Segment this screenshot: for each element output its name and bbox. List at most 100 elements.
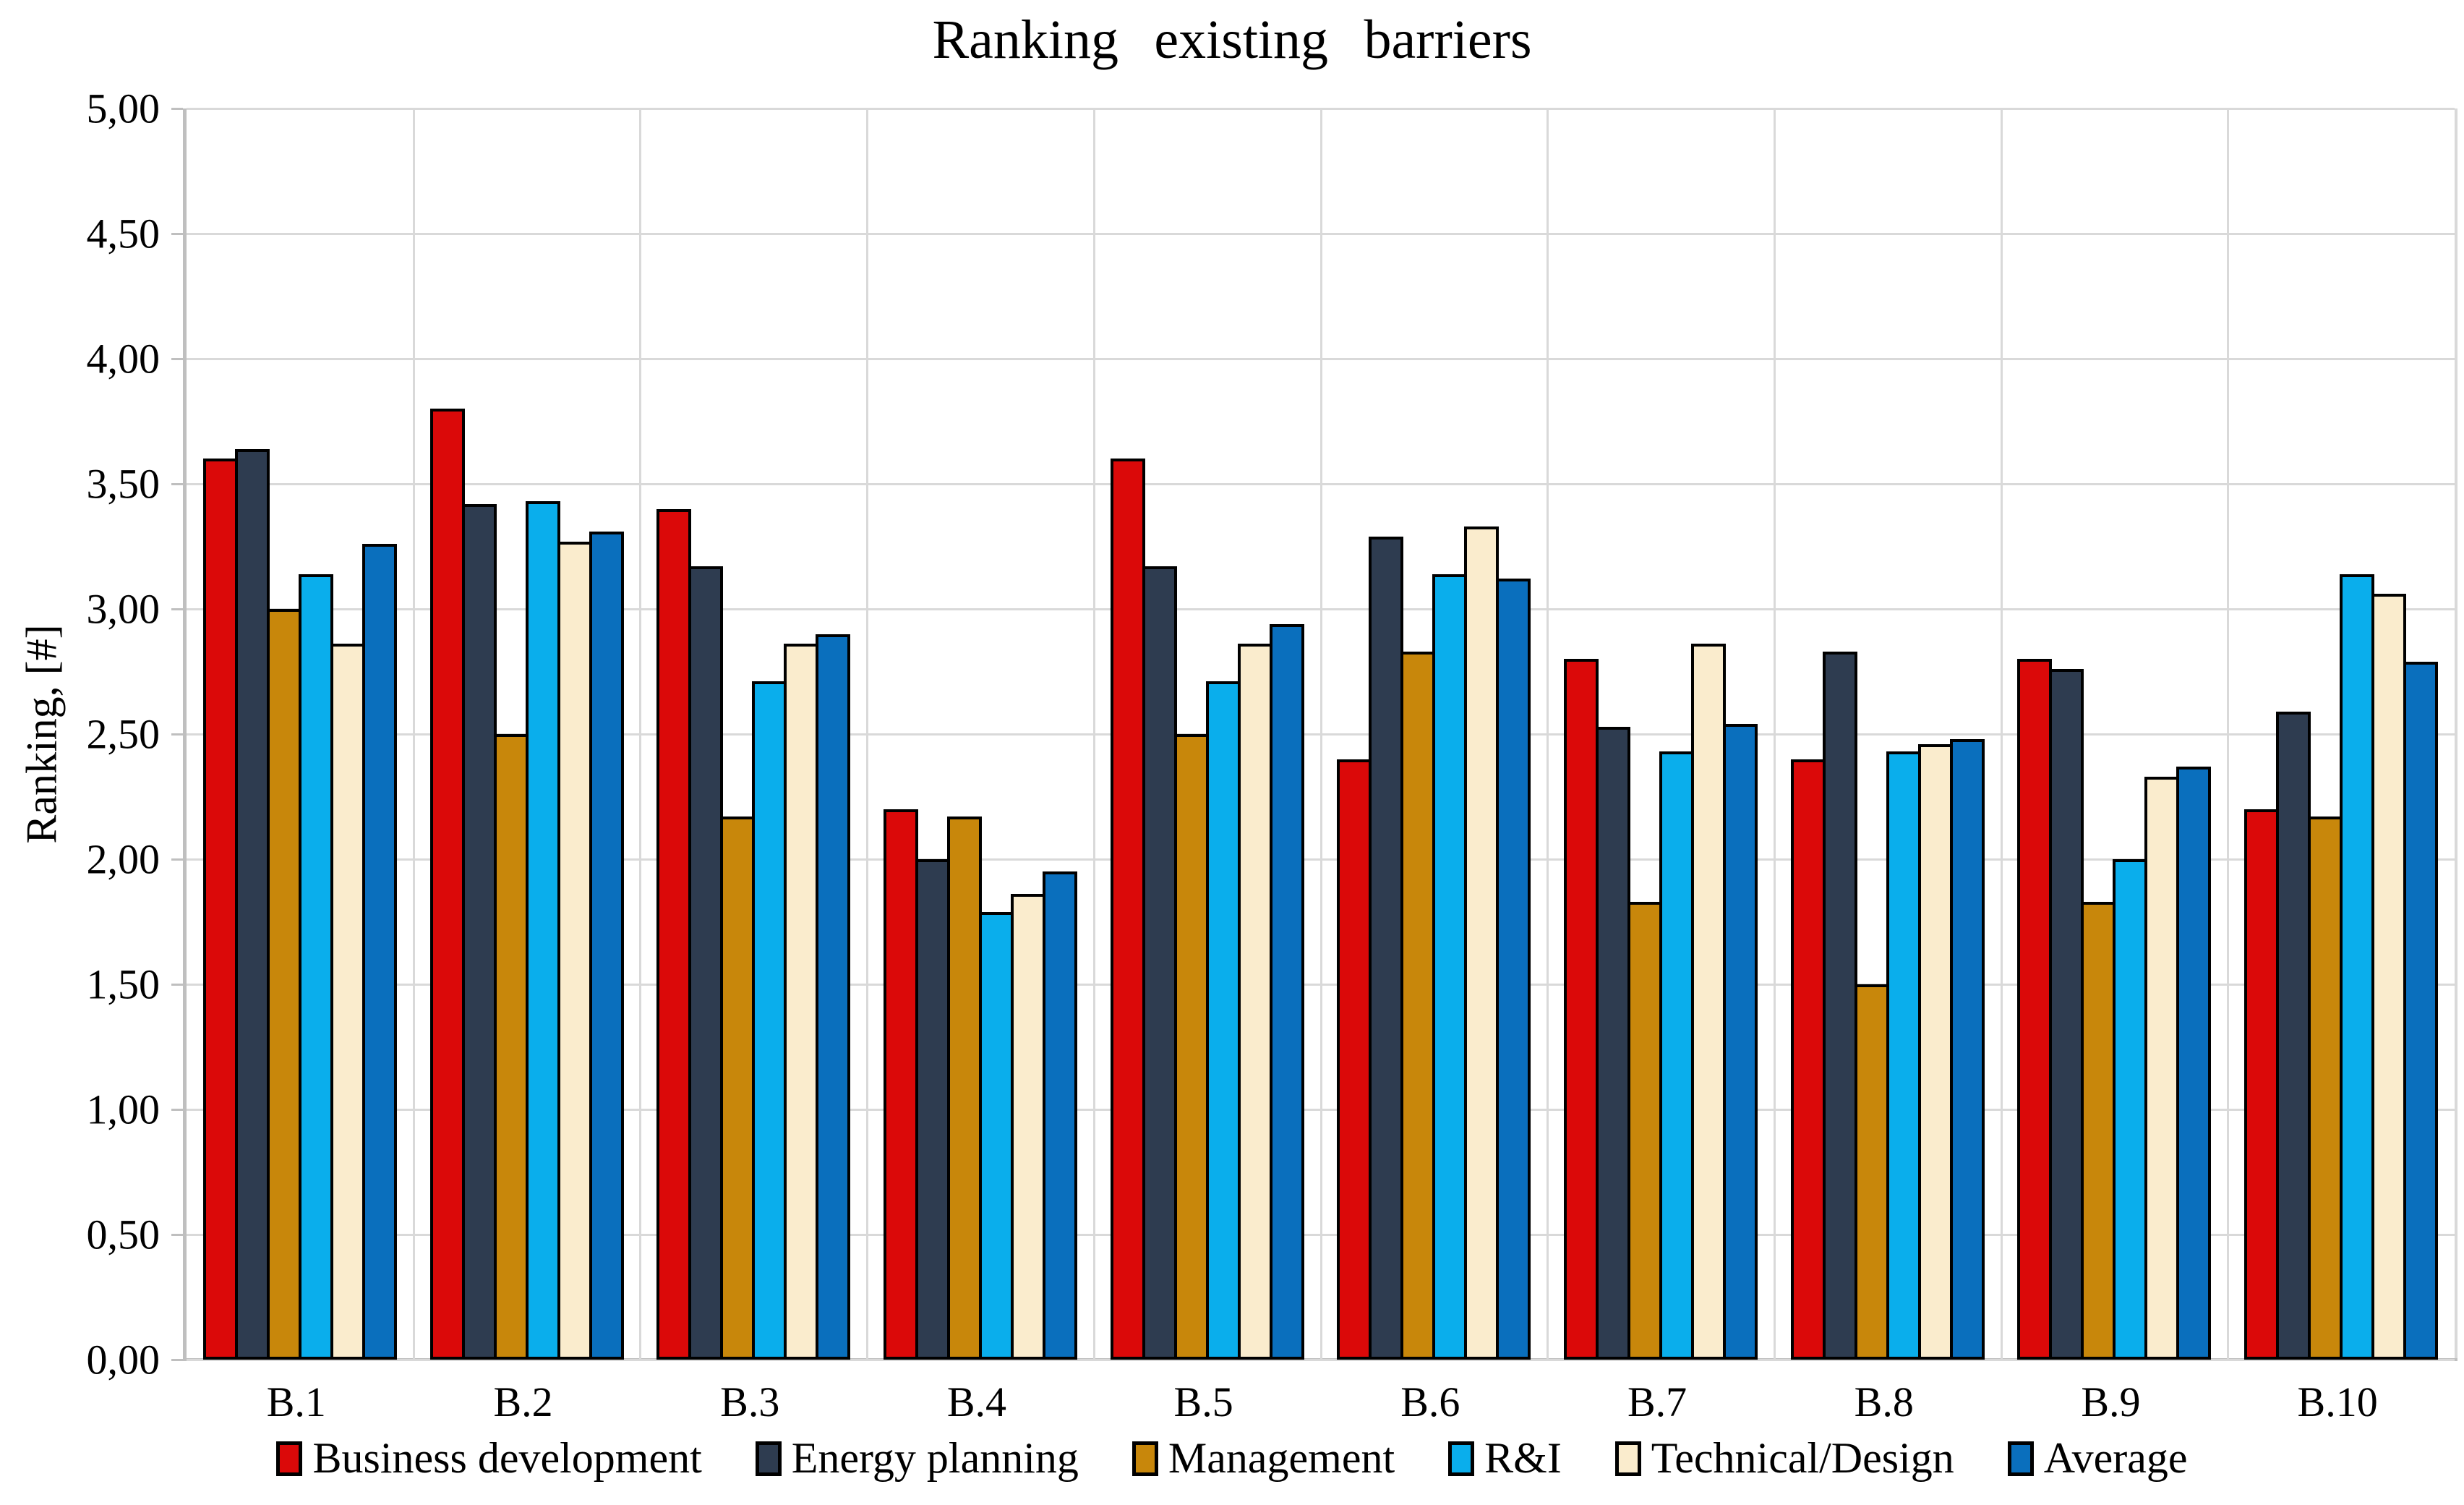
bar <box>1564 659 1599 1360</box>
bar <box>1337 759 1372 1360</box>
legend-label: Average <box>2043 1434 2188 1482</box>
bar <box>1496 579 1531 1360</box>
bar-group-B.8 <box>1774 108 2001 1360</box>
bar-group-B.7 <box>1547 108 1774 1360</box>
bar <box>752 681 787 1360</box>
bar-group-B.4 <box>867 108 1094 1360</box>
legend-swatch <box>1448 1441 1475 1476</box>
x-axis-label: B.5 <box>1173 1378 1233 1425</box>
bar <box>1369 537 1404 1360</box>
legend: Business development Energy planning Manag… <box>0 1433 2464 1483</box>
bar <box>1205 681 1241 1360</box>
chart-title: Ranking existing barriers <box>932 9 1532 70</box>
bar <box>784 644 819 1360</box>
bar <box>720 817 756 1360</box>
x-axis-label: B.4 <box>946 1378 1007 1425</box>
bar <box>2371 594 2407 1360</box>
y-axis-tick <box>171 1359 183 1361</box>
legend-swatch <box>1614 1441 1641 1476</box>
bar <box>1822 652 1857 1360</box>
bar-group-B.1 <box>187 108 414 1360</box>
y-axis-tick <box>171 233 183 235</box>
y-axis-tick <box>171 858 183 861</box>
bar <box>2017 659 2053 1360</box>
legend-label: R&I <box>1484 1434 1562 1482</box>
bar <box>1400 652 1436 1360</box>
gridline-horizontal <box>187 1359 2455 1361</box>
legend-swatch <box>1132 1441 1158 1476</box>
x-axis-label: B.7 <box>1627 1378 1687 1425</box>
legend-item: Business development <box>276 1433 702 1483</box>
bar <box>1432 574 1468 1360</box>
y-axis-tick <box>171 1234 183 1236</box>
bar-group-B.2 <box>414 108 641 1360</box>
bar <box>1691 644 1727 1360</box>
gridline-vertical <box>1547 108 1549 1360</box>
bar <box>1042 871 1077 1360</box>
bar <box>2113 859 2148 1360</box>
legend-item: Energy planning <box>755 1433 1079 1483</box>
y-tick-label: 1,50 <box>86 960 161 1008</box>
bar <box>1854 984 1889 1360</box>
y-axis-tick <box>171 984 183 986</box>
x-axis-label: B.2 <box>493 1378 553 1425</box>
gridline-vertical <box>866 108 869 1360</box>
x-axis-label: B.6 <box>1400 1378 1460 1425</box>
bar <box>557 542 592 1360</box>
y-tick-label: 4,50 <box>86 210 161 257</box>
y-tick-label: 3,00 <box>86 585 161 633</box>
bar <box>493 734 529 1360</box>
y-tick-label: 4,00 <box>86 335 161 383</box>
y-axis-tick <box>171 108 183 110</box>
legend-label: Business development <box>312 1434 702 1482</box>
legend-item: R&I <box>1448 1433 1562 1483</box>
bar <box>1659 751 1695 1360</box>
y-tick-label: 2,00 <box>86 835 161 883</box>
bar <box>946 817 982 1360</box>
bar <box>202 459 238 1360</box>
bar <box>883 809 918 1360</box>
gridline-vertical <box>1319 108 1322 1360</box>
bar <box>1269 624 1304 1360</box>
bar <box>1790 759 1826 1360</box>
bar <box>266 609 301 1360</box>
y-tick-label: 0,00 <box>86 1336 161 1384</box>
x-axis-label: B.10 <box>2297 1378 2378 1425</box>
bar-group-B.9 <box>2001 108 2228 1360</box>
legend-swatch <box>2007 1441 2034 1476</box>
bar <box>2276 712 2311 1360</box>
gridline-vertical <box>2227 108 2230 1360</box>
y-tick-label: 0,50 <box>86 1211 161 1258</box>
bar <box>2176 767 2212 1360</box>
x-axis-label: B.1 <box>266 1378 326 1425</box>
plot-area <box>183 108 2457 1361</box>
gridline-vertical <box>412 108 415 1360</box>
y-axis-tick <box>171 1109 183 1111</box>
bar <box>234 449 270 1360</box>
bar <box>1723 724 1758 1360</box>
bar <box>1110 459 1145 1360</box>
bar-group-B.10 <box>2228 108 2455 1360</box>
bar-group-B.3 <box>640 108 867 1360</box>
bar <box>1173 734 1209 1360</box>
bar <box>816 634 851 1360</box>
bar <box>1142 566 1177 1360</box>
legend-item: Technical/Design <box>1614 1433 1954 1483</box>
bar <box>2340 574 2375 1360</box>
x-axis-label: B.3 <box>720 1378 780 1425</box>
gridline-vertical <box>1773 108 1776 1360</box>
bar <box>1464 526 1500 1360</box>
y-axis-tick <box>171 608 183 610</box>
y-tick-label: 3,50 <box>86 460 161 508</box>
bar <box>2308 817 2343 1360</box>
bar <box>915 859 950 1360</box>
bar <box>1010 894 1045 1360</box>
legend-swatch <box>755 1441 782 1476</box>
gridline-vertical <box>1092 108 1095 1360</box>
legend-label: Management <box>1168 1434 1395 1482</box>
bar <box>362 544 397 1360</box>
legend-swatch <box>276 1441 303 1476</box>
bar <box>525 501 560 1360</box>
bar <box>656 509 692 1360</box>
bar <box>1596 727 1631 1360</box>
